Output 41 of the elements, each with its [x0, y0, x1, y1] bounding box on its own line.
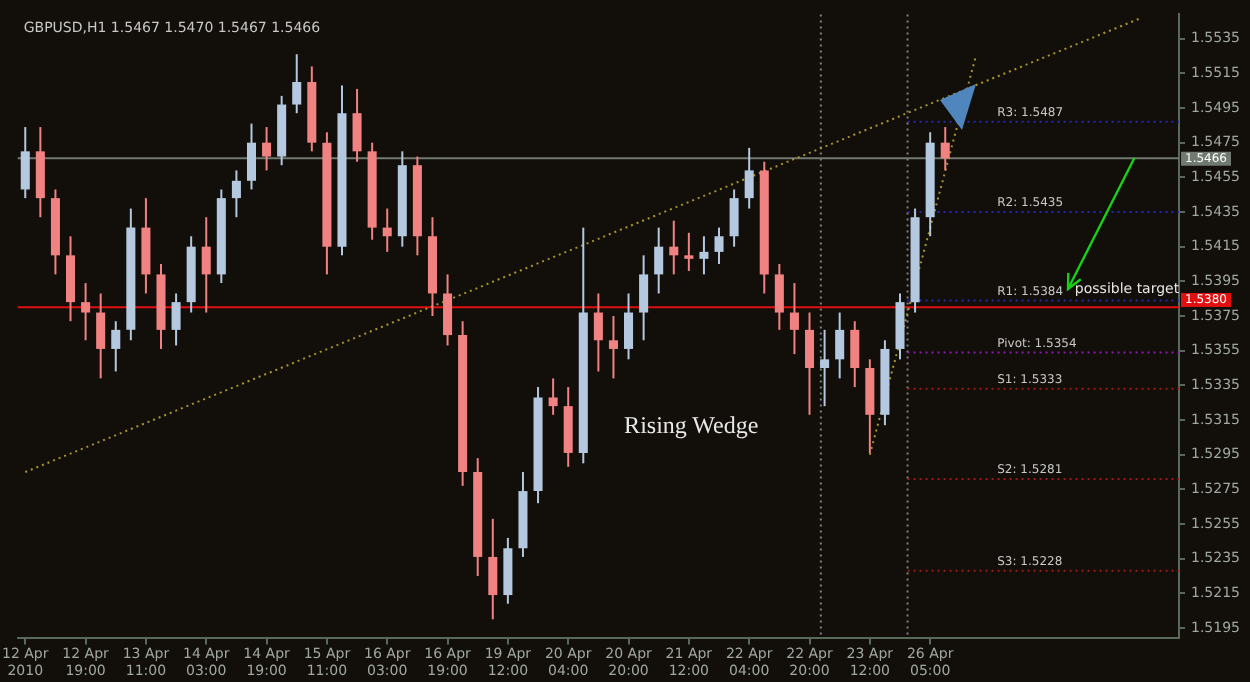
candlestick [96, 292, 106, 380]
annotation: Rising Wedge [624, 410, 759, 439]
candlestick [744, 146, 754, 210]
candlestick [141, 197, 151, 295]
candlestick [865, 358, 875, 454]
candlestick [503, 536, 513, 605]
candlestick [382, 207, 392, 253]
candlestick [20, 126, 30, 200]
candlestick [443, 273, 453, 347]
candlestick [65, 235, 76, 323]
candlestick [231, 169, 241, 219]
candlestick [563, 386, 573, 468]
candlestick [262, 126, 272, 172]
candlestick [593, 292, 603, 373]
candlestick [171, 292, 181, 347]
candlestick [684, 231, 694, 272]
candlestick [699, 235, 709, 276]
candlestick [292, 53, 302, 115]
candlestick [729, 188, 739, 248]
candlestick [35, 126, 45, 219]
candlestick [548, 377, 558, 416]
candlestick [111, 320, 121, 373]
candlestick [895, 292, 905, 361]
candlestick [714, 226, 724, 265]
candlestick [669, 219, 679, 276]
candlestick [835, 311, 845, 380]
candlestick [850, 320, 860, 389]
candlestick [352, 87, 362, 163]
candlestick [624, 292, 634, 361]
candlestick [488, 517, 498, 621]
candlestick [639, 254, 649, 342]
candlestick [820, 328, 830, 408]
candlestick [246, 122, 257, 191]
candlestick [81, 282, 91, 342]
candlestick [789, 282, 799, 356]
candlestick [774, 263, 784, 331]
candlestick [201, 216, 211, 314]
candlestick [940, 126, 950, 172]
candlestick [654, 226, 664, 295]
candlestick [608, 315, 618, 380]
candlestick [804, 311, 815, 416]
